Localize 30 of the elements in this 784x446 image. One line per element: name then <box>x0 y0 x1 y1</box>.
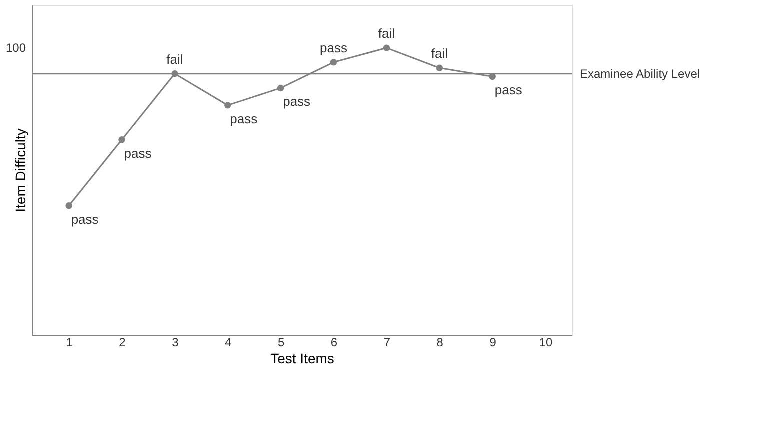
x-tick-label: 9 <box>490 336 497 350</box>
point <box>66 202 72 210</box>
x-tick-label: 7 <box>384 336 391 350</box>
annotation: pass <box>283 94 312 110</box>
x-tick-label: 5 <box>278 336 285 350</box>
x-axis-title: Test Items <box>270 350 334 366</box>
annotation: pass <box>494 82 523 98</box>
x-tick-label: 1 <box>66 336 74 350</box>
annotation: pass <box>230 111 258 126</box>
x-tick-label: 6 <box>330 336 338 350</box>
y-axis-title: Item Difficulty <box>12 128 28 212</box>
x-tick-label: 3 <box>172 336 180 350</box>
x-tick-label: 10 <box>539 336 554 350</box>
x-tick-label: 4 <box>225 336 232 350</box>
point <box>330 59 338 66</box>
point <box>118 136 126 144</box>
annotation: fail <box>166 52 184 67</box>
ref-line-label: Examinee Ability Level <box>580 66 700 81</box>
annotation: pass <box>124 146 152 161</box>
annotation: fail <box>431 46 448 62</box>
point <box>224 102 232 109</box>
text: 100 <box>6 41 26 56</box>
point <box>277 84 284 92</box>
x-tick-label: 2 <box>119 336 126 350</box>
point <box>436 64 443 72</box>
point <box>383 44 390 52</box>
x-tick-label: 8 <box>436 336 444 350</box>
annotation: pass <box>71 212 100 227</box>
annotation: pass <box>320 40 348 56</box>
annotation: fail <box>378 26 396 42</box>
